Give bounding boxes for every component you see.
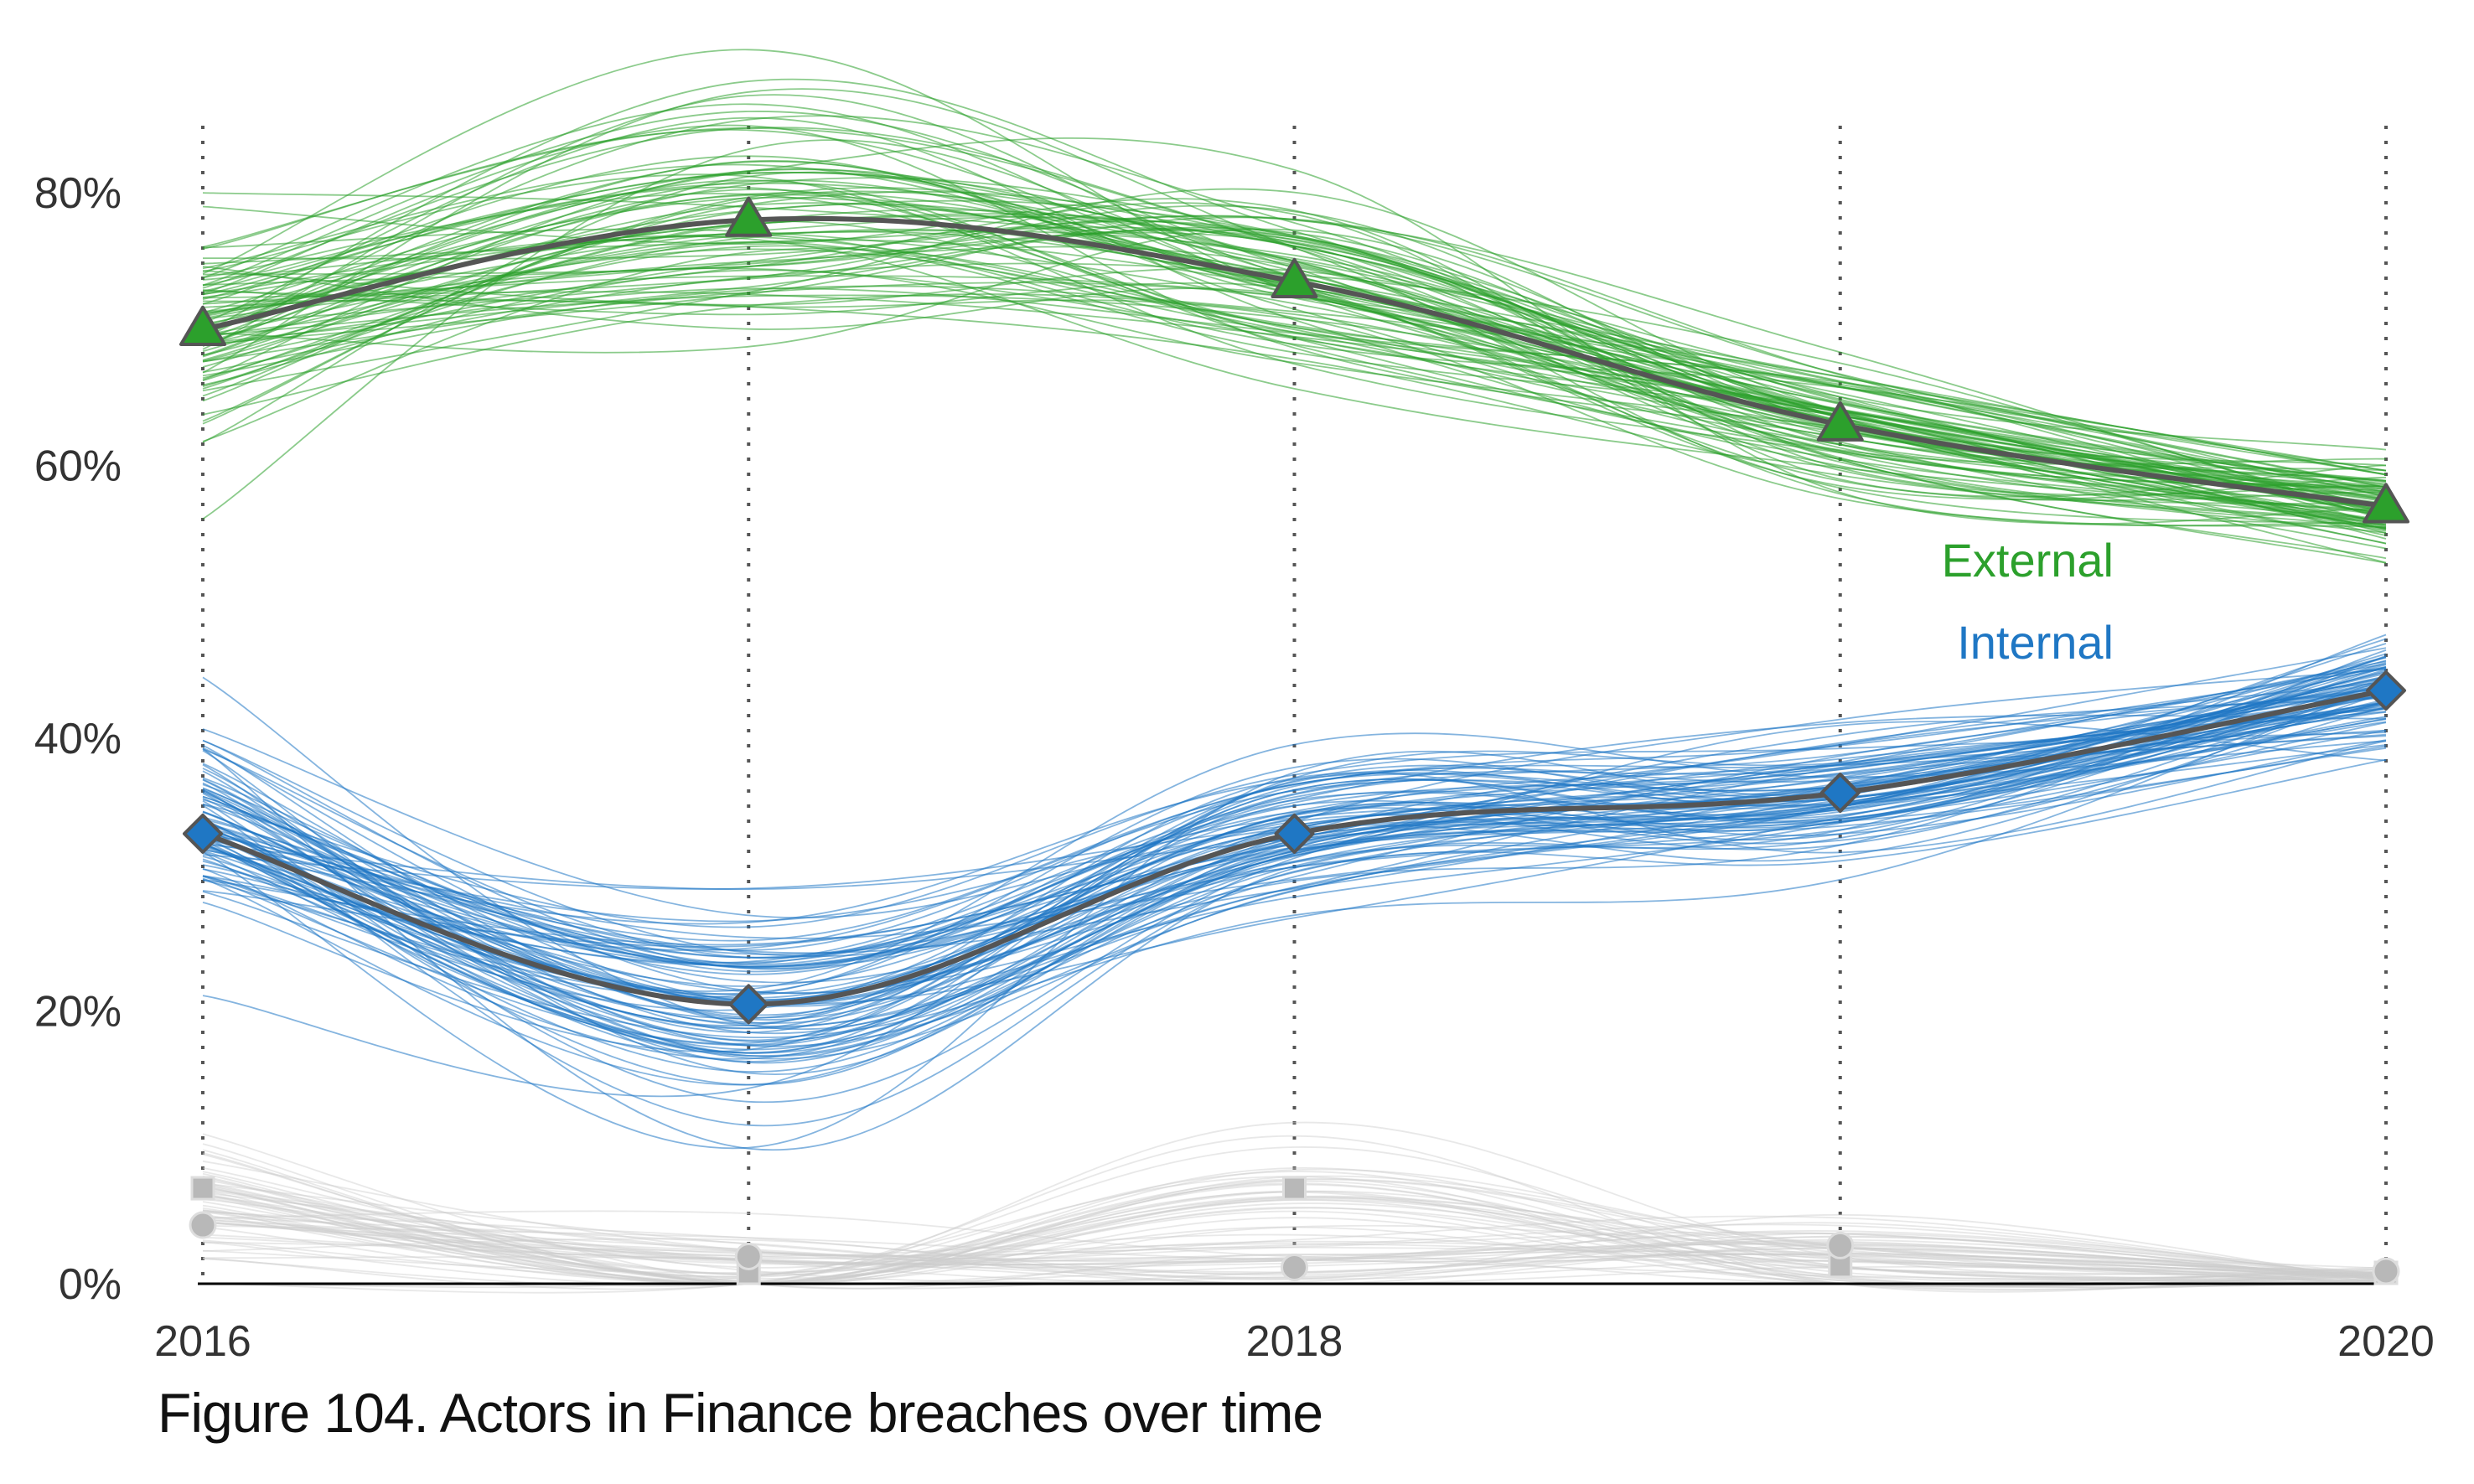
simulation-line (202, 198, 2387, 496)
simulation-line (202, 683, 2387, 1038)
simulation-line (202, 692, 2387, 1057)
data-point (1819, 773, 1861, 814)
simulation-line (202, 1198, 2387, 1284)
y-tick-label: 60% (34, 442, 122, 491)
data-point (190, 1176, 215, 1201)
simulation-line (202, 1202, 2387, 1285)
x-tick-label: 2020 (2337, 1317, 2435, 1366)
simulation-line (202, 689, 2387, 995)
simulation-line (202, 177, 2387, 451)
data-point (734, 1242, 763, 1270)
simulation-line (202, 269, 2387, 494)
simulation-line (202, 287, 2387, 507)
simulation-line (202, 173, 2387, 522)
simulation-line (202, 1215, 2387, 1281)
simulation-line (202, 193, 2387, 512)
data-point (1816, 401, 1864, 442)
x-tick-label: 2018 (1246, 1317, 1343, 1366)
figure-caption: Figure 104. Actors in Finance breaches o… (158, 1382, 1323, 1444)
simulation-line (202, 1220, 2387, 1283)
y-tick-label: 80% (34, 169, 122, 218)
simulation-line (202, 137, 2387, 525)
simulation-line (202, 1207, 2387, 1285)
simulation-line (202, 687, 2387, 1030)
simulation-line (202, 202, 2387, 498)
simulation-line (202, 186, 2387, 512)
simulation-line (202, 1222, 2387, 1276)
simulation-line (202, 216, 2387, 516)
simulation-line (202, 1211, 2387, 1287)
data-point (1281, 1253, 1308, 1281)
simulation-line (202, 155, 2387, 466)
simulation-line (202, 1194, 2387, 1285)
data-point (189, 1211, 217, 1239)
simulation-line (202, 659, 2387, 1034)
simulation-line (202, 732, 2387, 928)
data-point (725, 196, 773, 237)
simulation-line (202, 290, 2387, 528)
simulation-line (202, 706, 2387, 965)
simulation-line (202, 679, 2387, 1151)
simulation-line (202, 703, 2387, 939)
data-point (1274, 813, 1315, 854)
simulation-line (202, 1171, 2387, 1294)
simulation-line (202, 1172, 2387, 1289)
data-point (728, 984, 769, 1025)
simulation-line (202, 671, 2387, 925)
x-tick-label: 2016 (154, 1317, 251, 1366)
simulation-line (202, 1135, 2387, 1293)
data-point (1826, 1231, 1855, 1259)
simulation-line (202, 1236, 2387, 1285)
y-tick-label: 0% (59, 1260, 122, 1309)
y-tick-label: 40% (34, 715, 122, 763)
data-point (1282, 1176, 1307, 1201)
data-point (179, 305, 226, 346)
y-tick-label: 20% (34, 988, 122, 1037)
data-point (2366, 670, 2406, 711)
simulation-line (202, 696, 2387, 1104)
data-point (1271, 257, 1318, 298)
data-point (183, 813, 223, 854)
simulation-line (202, 189, 2387, 513)
simulation-line (202, 740, 2387, 1026)
simulation-line (202, 675, 2387, 891)
simulation-line (202, 667, 2387, 1047)
simulation-line (202, 664, 2387, 1150)
simulation-line (202, 1146, 2387, 1290)
simulation-line (202, 656, 2387, 1019)
simulation-line (202, 689, 2387, 1045)
simulation-line (202, 663, 2387, 964)
simulation-line (202, 649, 2387, 973)
simulation-line (202, 758, 2387, 1127)
simulation-line (202, 1175, 2387, 1288)
simulation-line (202, 1168, 2387, 1285)
simulation-line (202, 1194, 2387, 1285)
simulation-line (202, 168, 2387, 519)
series-label-external: External (1942, 534, 2114, 587)
x-axis-ticks: 2016 2018 2020 (154, 1317, 2435, 1366)
simulation-line (202, 226, 2387, 530)
simulation-line (202, 88, 2387, 527)
data-point (2372, 1257, 2400, 1285)
data-point (2363, 483, 2409, 524)
simulation-line (202, 694, 2387, 1021)
simulation-line (202, 1160, 2387, 1278)
simulation-line (202, 717, 2387, 1064)
simulation-line (202, 1121, 2387, 1285)
simulation-line (202, 294, 2387, 499)
simulation-line (202, 1210, 2387, 1280)
simulation-line (202, 1167, 2387, 1285)
simulation-line (202, 698, 2387, 995)
simulation-line (202, 228, 2387, 524)
simulation-line (202, 666, 2387, 1051)
data-markers (179, 196, 2409, 1285)
simulation-line (202, 285, 2387, 489)
y-axis-ticks: 0% 20% 40% 60% 80% (34, 169, 122, 1309)
series-label-internal: Internal (1957, 616, 2114, 669)
simulation-line (202, 139, 2387, 520)
